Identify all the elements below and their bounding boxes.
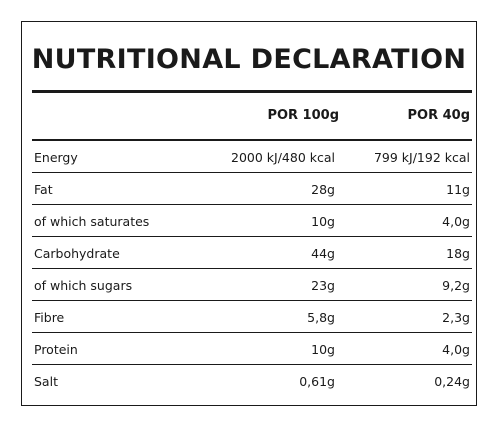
value-per-40g: 2,3g [442,310,470,325]
title-divider [32,90,472,93]
table-row-protein: Protein 10g 4,0g [32,333,472,365]
value-per-100g: 10g [311,342,335,357]
table-row-fat: Fat 28g 11g [32,173,472,205]
table-row-saturates: of which saturates 10g 4,0g [32,205,472,237]
value-per-40g: 4,0g [442,342,470,357]
value-per-40g: 18g [446,246,470,261]
header-divider [32,139,472,141]
table-row-fibre: Fibre 5,8g 2,3g [32,301,472,333]
value-per-40g: 799 kJ/192 kcal [373,150,470,165]
row-label: Fibre [34,310,65,325]
value-per-100g: 2000 kJ/480 kcal [231,150,335,165]
value-per-100g: 44g [311,246,335,261]
value-per-100g: 10g [311,214,335,229]
table-row-sugars: of which sugars 23g 9,2g [32,269,472,301]
nutrition-panel: NUTRITIONAL DECLARATION POR 100g POR 40g… [21,21,477,406]
table-row-energy: Energy 2000 kJ/480 kcal 799 kJ/192 kcal [32,141,472,173]
value-per-100g: 23g [311,278,335,293]
value-per-40g: 4,0g [442,214,470,229]
row-label: Carbohydrate [34,246,120,261]
column-header-per-100g: POR 100g [267,108,339,123]
column-header-per-40g: POR 40g [407,108,470,123]
row-label: Salt [34,374,58,389]
nutrition-rows: Energy 2000 kJ/480 kcal 799 kJ/192 kcal … [32,141,472,397]
value-per-100g: 28g [311,182,335,197]
value-per-40g: 9,2g [442,278,470,293]
table-row-salt: Salt 0,61g 0,24g [32,365,472,397]
table-title: NUTRITIONAL DECLARATION [31,44,467,75]
row-label: Protein [34,342,78,357]
row-label: Fat [34,182,53,197]
value-per-40g: 0,24g [434,374,470,389]
row-label: of which sugars [34,278,133,293]
value-per-40g: 11g [446,182,470,197]
row-label: of which saturates [34,214,150,229]
value-per-100g: 5,8g [307,310,335,325]
value-per-100g: 0,61g [299,374,335,389]
table-row-carbohydrate: Carbohydrate 44g 18g [32,237,472,269]
row-label: Energy [34,150,78,165]
